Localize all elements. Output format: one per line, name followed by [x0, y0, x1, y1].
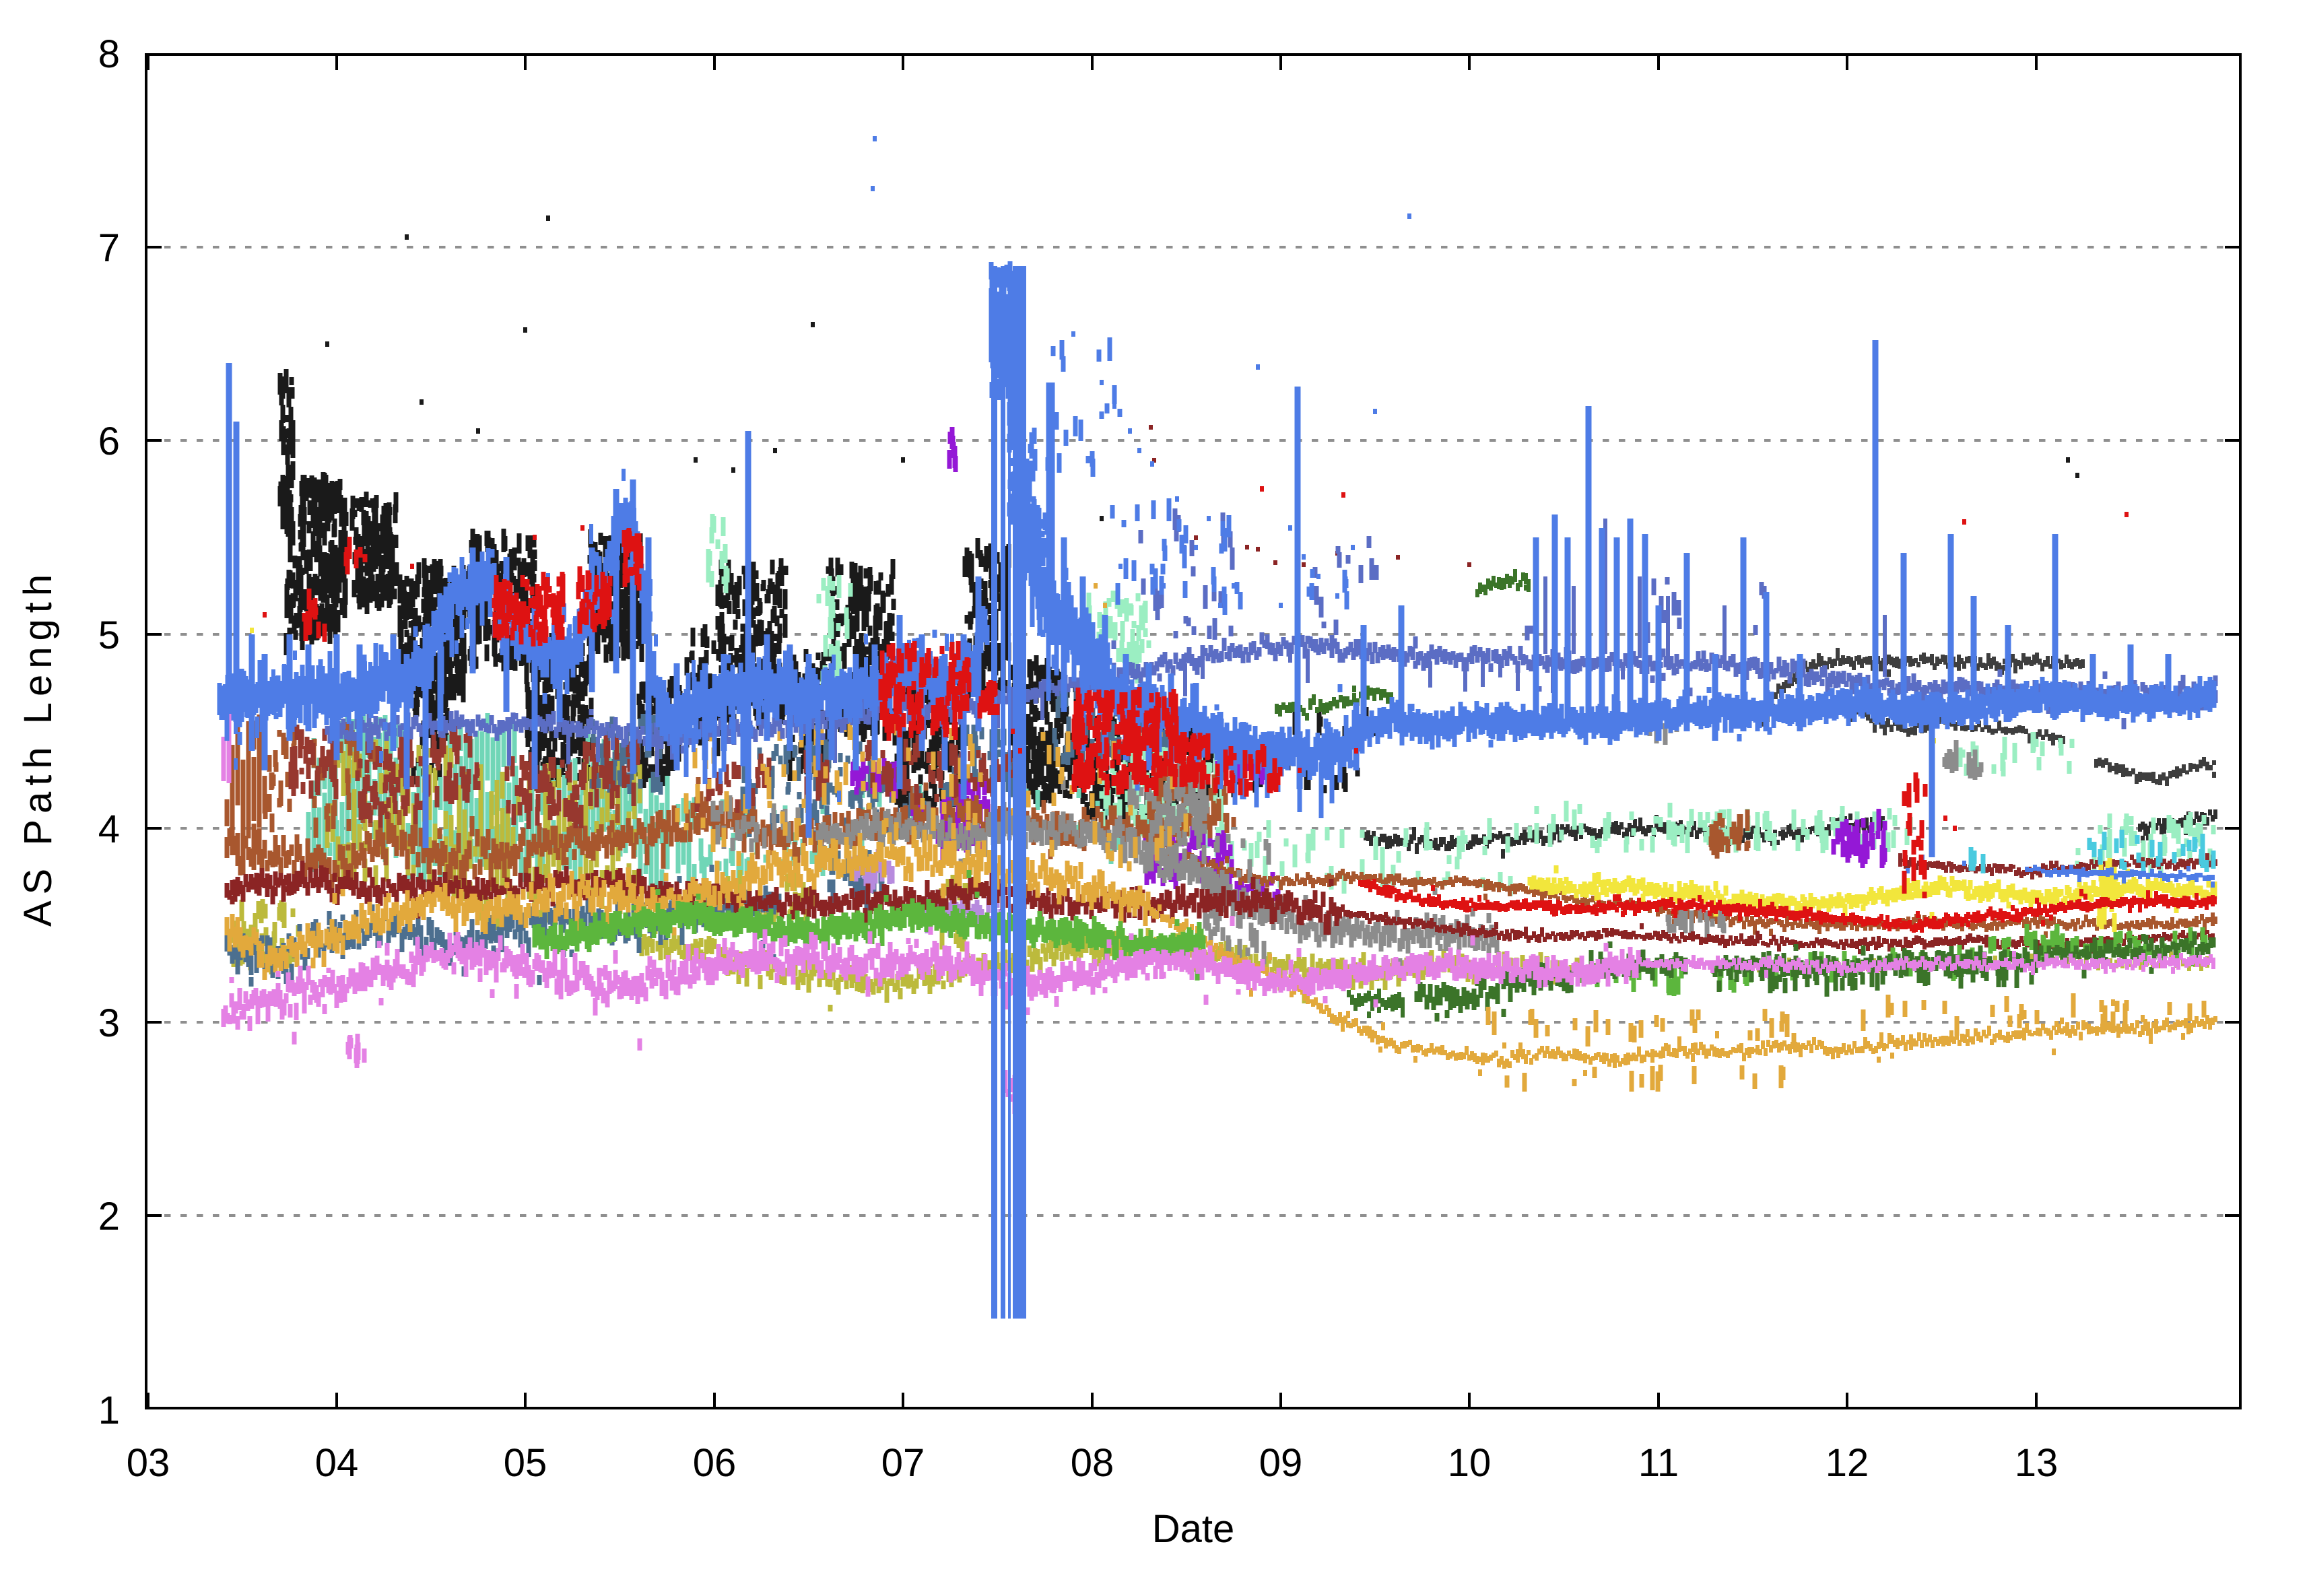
svg-text:Date: Date	[1152, 1507, 1235, 1551]
svg-text:03: 03	[127, 1441, 170, 1485]
svg-text:AS Path Length: AS Path Length	[16, 568, 60, 927]
svg-text:10: 10	[1448, 1441, 1492, 1485]
svg-text:05: 05	[504, 1441, 547, 1485]
svg-text:09: 09	[1259, 1441, 1303, 1485]
svg-text:06: 06	[693, 1441, 737, 1485]
svg-text:08: 08	[1071, 1441, 1114, 1485]
svg-text:3: 3	[98, 1001, 120, 1045]
svg-text:2: 2	[98, 1195, 120, 1238]
svg-text:04: 04	[315, 1441, 359, 1485]
svg-text:13: 13	[2015, 1441, 2059, 1485]
svg-text:07: 07	[881, 1441, 925, 1485]
svg-text:7: 7	[98, 226, 120, 270]
svg-text:12: 12	[1826, 1441, 1869, 1485]
svg-text:1: 1	[98, 1389, 120, 1432]
svg-text:11: 11	[1638, 1441, 1679, 1485]
svg-text:8: 8	[98, 32, 120, 76]
svg-text:5: 5	[98, 613, 120, 657]
svg-text:4: 4	[98, 807, 120, 851]
svg-text:6: 6	[98, 420, 120, 463]
